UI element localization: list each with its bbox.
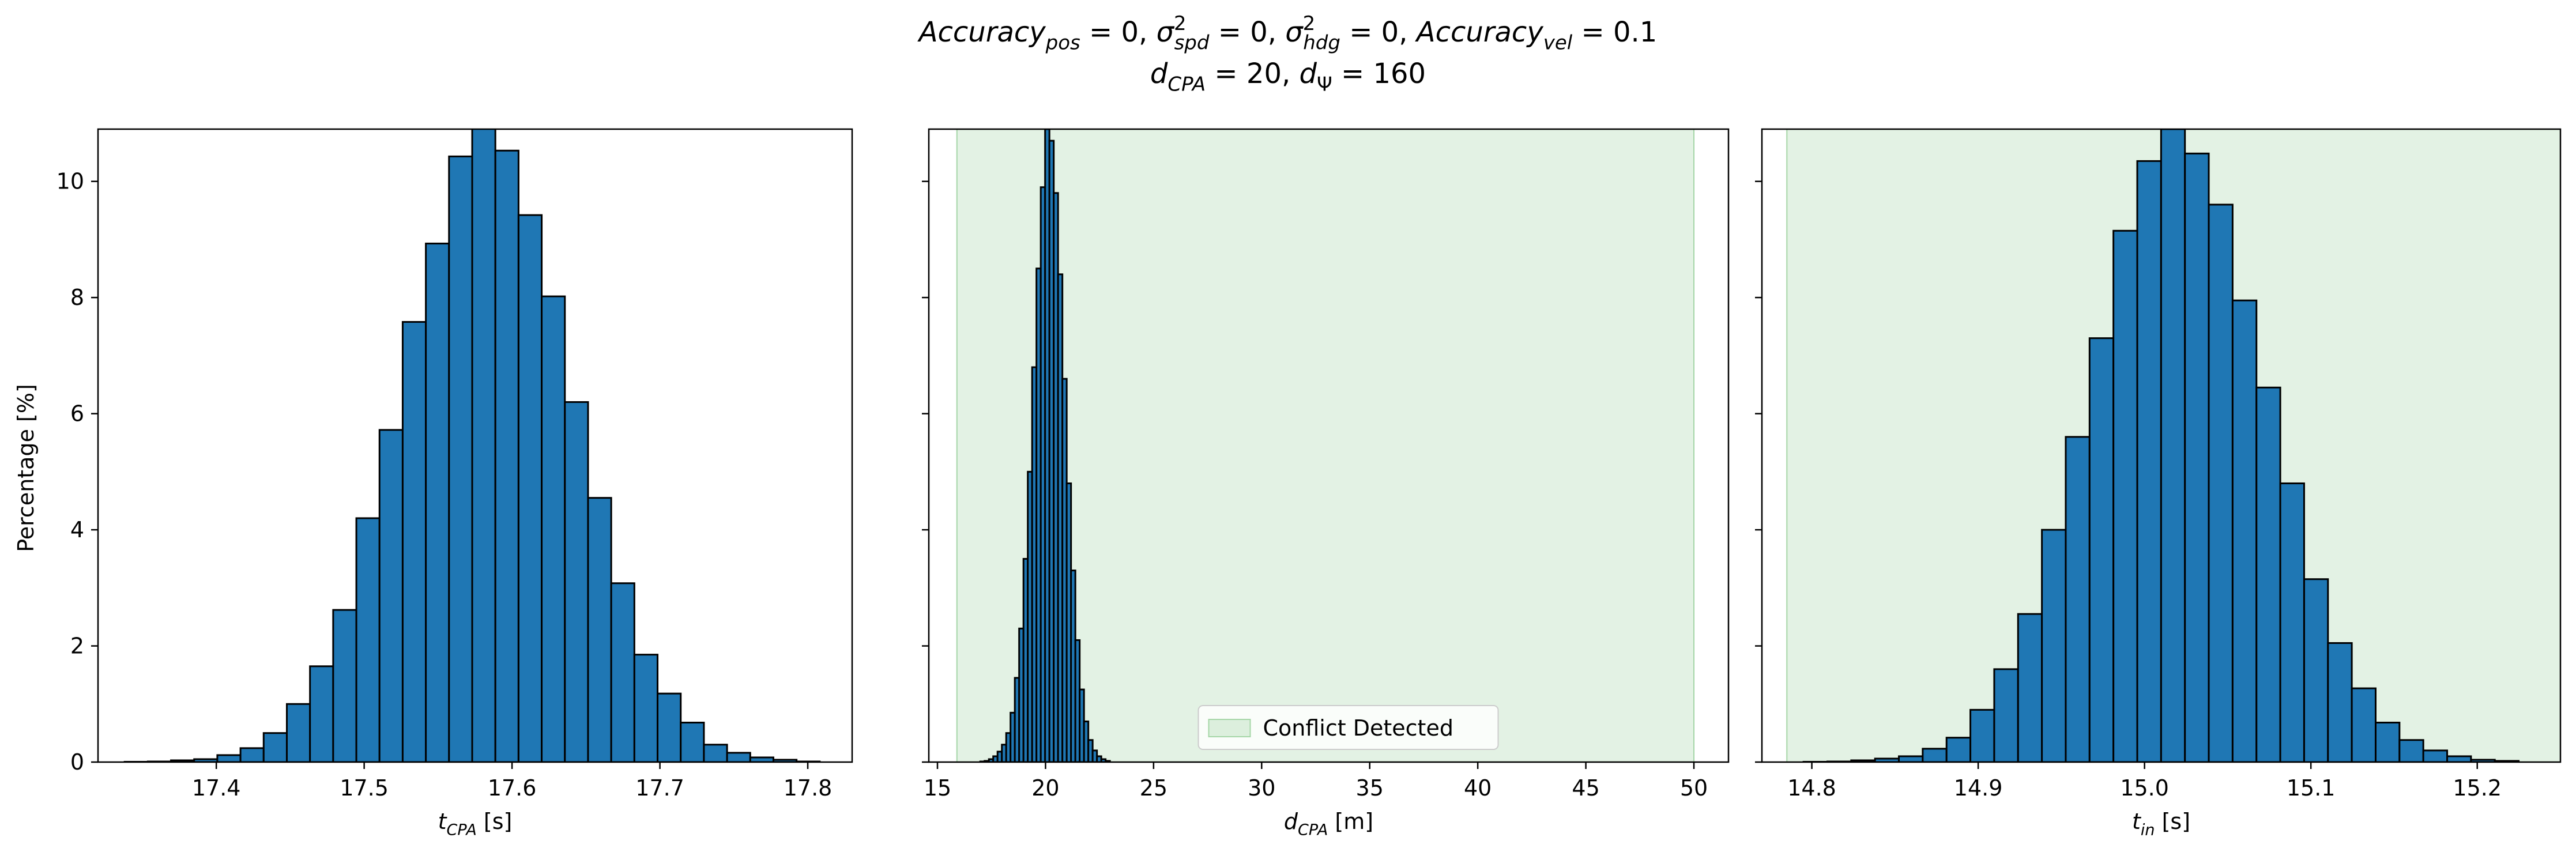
histogram-bar <box>2041 529 2067 762</box>
x-tick-label: 14.9 <box>1954 775 2003 801</box>
histogram-bar <box>1898 755 1924 762</box>
x-tick-label: 20 <box>1031 775 1059 801</box>
y-tick-label: 4 <box>70 517 84 542</box>
histogram-bar <box>726 752 751 762</box>
histogram-bar <box>517 214 543 762</box>
histogram-bar <box>425 242 450 762</box>
histogram-bar <box>355 517 381 762</box>
histogram-bar <box>332 609 357 762</box>
histogram-bar <box>1922 748 1948 762</box>
histogram-bar <box>2112 229 2138 762</box>
legend-box <box>1197 705 1499 750</box>
histogram-bar <box>216 754 242 762</box>
histogram-bar <box>564 401 589 762</box>
bars <box>123 129 821 762</box>
histogram-bar <box>471 129 496 762</box>
x-tick-label: 15 <box>924 775 951 801</box>
histogram-bar <box>239 747 265 762</box>
y-tick-label: 0 <box>70 749 84 775</box>
x-tick-label: 17.6 <box>488 775 537 801</box>
histogram-bar <box>2327 642 2353 762</box>
histogram-bar <box>2303 578 2329 762</box>
histogram-bar <box>2231 299 2258 762</box>
x-tick-label: 15.1 <box>2287 775 2336 801</box>
y-tick-label: 10 <box>57 169 84 194</box>
histogram-bar <box>2422 749 2449 762</box>
histogram-bar <box>703 744 728 762</box>
histogram-bar <box>2136 160 2162 762</box>
histogram-bar <box>2446 755 2472 762</box>
axes-frame <box>97 128 853 763</box>
x-axis-label: tin [s] <box>2132 809 2190 839</box>
x-tick-label: 30 <box>1248 775 1275 801</box>
histogram-bar <box>633 654 659 762</box>
panel-tcpa: 17.4 17.5 17.6 17.7 17.8 0 2 4 6 8 10 tCPA [s] <box>57 128 853 839</box>
panel-tin: 14.8 14.9 15.0 15.1 15.2 tin [s] <box>1755 128 2562 839</box>
x-tick-label: 15.2 <box>2453 775 2502 801</box>
x-tick-label: 40 <box>1464 775 1492 801</box>
panel-dcpa: 15 20 25 30 35 40 45 50 dCPA [m] Conflict Detecte… <box>922 128 1730 839</box>
histogram-bar <box>680 722 705 762</box>
histogram-bar <box>2279 482 2305 762</box>
histogram-bar <box>1945 737 1972 762</box>
x-tick-label: 45 <box>1572 775 1599 801</box>
histogram-bar <box>541 295 566 762</box>
histogram-bar <box>448 155 473 762</box>
histogram-bar <box>2398 739 2424 762</box>
x-tick-label: 15.0 <box>2120 775 2169 801</box>
x-tick-label: 14.8 <box>1787 775 1836 801</box>
x-tick-label: 17.4 <box>192 775 241 801</box>
bars <box>1802 129 2520 762</box>
histogram-bar <box>309 665 334 762</box>
histogram-bar <box>2088 337 2115 762</box>
histogram-bar <box>2351 687 2377 762</box>
y-tick-label: 2 <box>70 634 84 659</box>
histogram-bar <box>587 497 612 762</box>
histogram-bar <box>401 321 427 762</box>
legend-label: Conflict Detected <box>1263 715 1453 741</box>
histogram-bar <box>494 149 519 762</box>
histogram-bar <box>2160 129 2186 762</box>
histogram-bar <box>2017 613 2043 762</box>
histogram-bar <box>2374 722 2401 762</box>
x-axis-label: tCPA [s] <box>438 809 513 839</box>
histogram-bar <box>2065 436 2091 762</box>
figure-title-line2: dCPA = 20, dΨ = 160 <box>1150 58 1426 96</box>
histogram-bar <box>610 582 635 762</box>
legend-swatch <box>1208 719 1251 737</box>
axes-frame <box>1761 128 2562 763</box>
x-tick-label: 17.8 <box>784 775 833 801</box>
histogram-bar <box>657 692 682 762</box>
histogram-bar <box>1993 668 2019 762</box>
x-tick-label: 17.5 <box>340 775 389 801</box>
x-axis-label: dCPA [m] <box>1284 809 1373 839</box>
legend: Conflict Detected <box>1197 705 1499 750</box>
y-tick-label: 6 <box>70 401 84 427</box>
histogram-bar <box>2208 203 2234 762</box>
axes-frame <box>928 128 1730 763</box>
y-tick-label: 8 <box>70 285 84 310</box>
x-tick-label: 50 <box>1680 775 1708 801</box>
histogram-bar <box>378 429 404 762</box>
x-tick-label: 35 <box>1356 775 1384 801</box>
histogram-bar <box>1969 708 1995 762</box>
y-axis-label: Percentage [%] <box>13 384 39 552</box>
figure-title-line1: Accuracypos = 0, σ2 spd = 0, σ2 hdg = 0, A… <box>917 12 1658 55</box>
x-tick-label: 25 <box>1140 775 1168 801</box>
histogram-bar <box>285 703 311 762</box>
histogram-bar <box>262 732 288 762</box>
x-tick-label: 17.7 <box>635 775 684 801</box>
histogram-bar <box>2255 386 2281 762</box>
histogram-bar <box>2184 152 2210 762</box>
bars <box>979 129 1111 762</box>
